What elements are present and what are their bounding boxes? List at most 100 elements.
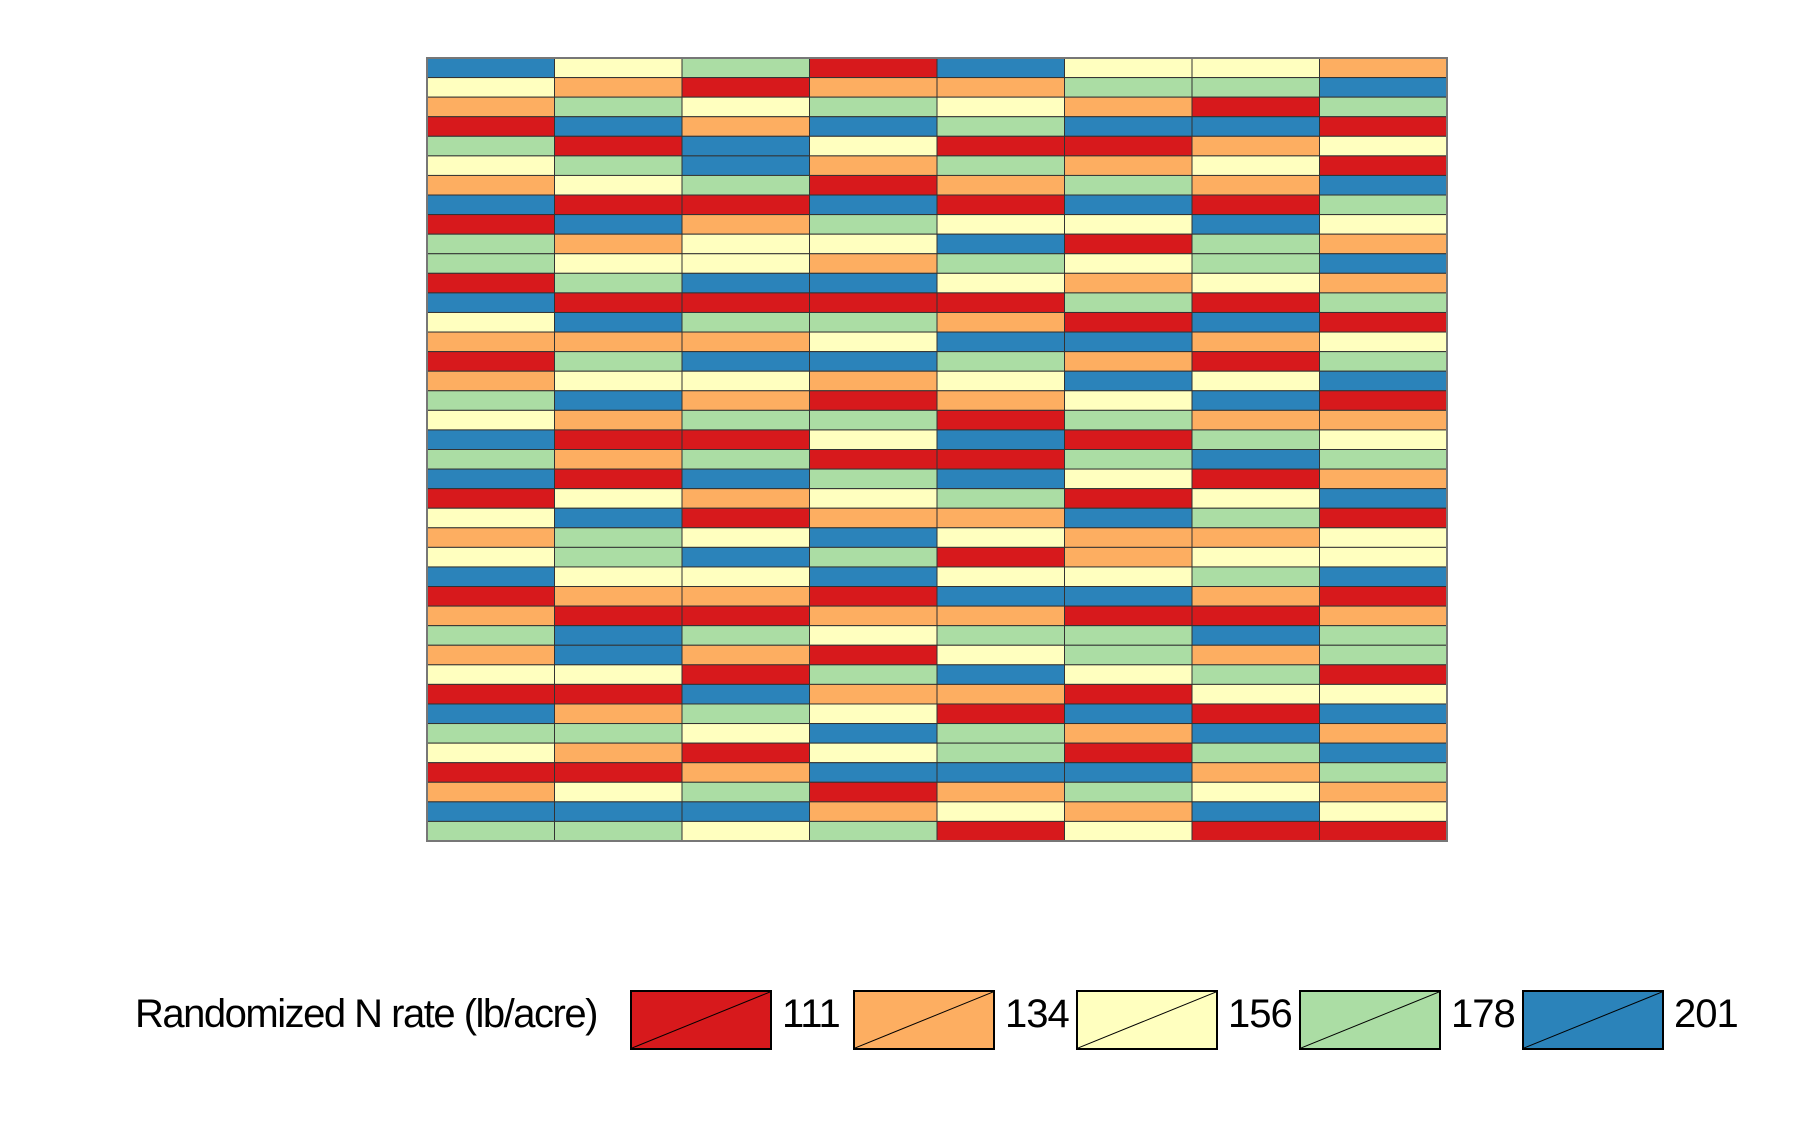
plot-cell <box>681 96 810 118</box>
plot-cell <box>554 116 683 137</box>
plot-cell <box>1064 292 1193 313</box>
plot-cell <box>554 174 683 196</box>
plot-cell <box>1064 194 1193 216</box>
plot-cell <box>1191 96 1320 118</box>
plot-cell <box>809 664 938 685</box>
plot-cell <box>1319 507 1448 529</box>
plot-cell <box>936 449 1065 470</box>
plot-cell <box>936 135 1065 157</box>
plot-cell <box>936 507 1065 529</box>
plot-cell <box>936 781 1065 803</box>
plot-cell <box>936 155 1065 176</box>
plot-cell <box>554 214 683 235</box>
plot-cell <box>1319 625 1448 646</box>
plot-cell <box>1319 683 1448 705</box>
plot-cell <box>426 566 555 588</box>
plot-cell <box>1064 703 1193 725</box>
plot-cell <box>936 214 1065 235</box>
plot-cell <box>1191 77 1320 98</box>
plot-cell <box>936 253 1065 274</box>
plot-cell <box>554 625 683 646</box>
plot-cell <box>681 233 810 255</box>
plot-cell <box>681 174 810 196</box>
plot-cell <box>554 155 683 176</box>
legend-label-134: 134 <box>1005 992 1070 1036</box>
plot-cell <box>681 253 810 274</box>
plot-cell <box>681 820 810 842</box>
plot-cell <box>554 233 683 255</box>
plot-cell <box>681 742 810 764</box>
plot-cell <box>1319 801 1448 822</box>
plot-cell <box>936 194 1065 216</box>
plot-cell <box>936 77 1065 98</box>
legend-label-178: 178 <box>1451 992 1516 1036</box>
plot-cell <box>681 331 810 353</box>
plot-cell <box>426 311 555 333</box>
plot-cell <box>809 96 938 118</box>
plot-cell <box>809 820 938 842</box>
plot-cell <box>681 409 810 431</box>
plot-cell <box>426 781 555 803</box>
plot-cell <box>426 488 555 509</box>
plot-cell <box>1319 449 1448 470</box>
plot-cell <box>554 135 683 157</box>
plot-cell <box>809 311 938 333</box>
plot-cell <box>1191 566 1320 588</box>
plot-cell <box>1191 546 1320 568</box>
plot-cell <box>681 155 810 176</box>
plot-cell <box>936 703 1065 725</box>
plot-cell <box>426 683 555 705</box>
plot-cell <box>809 194 938 216</box>
plot-cell <box>554 409 683 431</box>
plot-cell <box>809 683 938 705</box>
plot-cell <box>426 801 555 822</box>
plot-cell <box>1191 527 1320 548</box>
plot-cell <box>681 429 810 450</box>
plot-cell <box>936 468 1065 490</box>
plot-cell <box>809 703 938 725</box>
plot-cell <box>426 703 555 725</box>
plot-cell <box>1191 488 1320 509</box>
plot-cell <box>1191 390 1320 411</box>
plot-cell <box>936 820 1065 842</box>
plot-cell <box>809 351 938 372</box>
plot-cell <box>1319 429 1448 450</box>
plot-cell <box>809 605 938 627</box>
plot-cell <box>809 57 938 79</box>
legend-key-178 <box>1299 990 1441 1050</box>
plot-cell <box>809 390 938 411</box>
plot-cell <box>1319 820 1448 842</box>
plot-cell <box>1319 468 1448 490</box>
plot-cell <box>1191 253 1320 274</box>
plot-cell <box>554 546 683 568</box>
plot-cell <box>1319 488 1448 509</box>
plot-cell <box>554 311 683 333</box>
plot-cell <box>1319 742 1448 764</box>
plot-cell <box>681 214 810 235</box>
plot-cell <box>809 762 938 783</box>
plot-cell <box>426 586 555 607</box>
plot-cell <box>681 468 810 490</box>
plot-cell <box>1064 331 1193 353</box>
plot-cell <box>1064 820 1193 842</box>
plot-cell <box>809 214 938 235</box>
plot-cell <box>681 292 810 313</box>
plot-cell <box>426 429 555 450</box>
plot-cell <box>681 507 810 529</box>
plot-cell <box>681 664 810 685</box>
plot-cell <box>809 116 938 137</box>
plot-cell <box>1191 155 1320 176</box>
plot-cell <box>1191 116 1320 137</box>
plot-cell <box>554 253 683 274</box>
plot-cell <box>1064 781 1193 803</box>
plot-cell <box>1319 546 1448 568</box>
plot-cell <box>426 214 555 235</box>
plot-cell <box>936 605 1065 627</box>
plot-cell <box>936 527 1065 548</box>
plot-cell <box>1319 605 1448 627</box>
plot-cell <box>1191 742 1320 764</box>
plot-cell <box>1064 723 1193 744</box>
plot-cell <box>554 527 683 548</box>
plot-cell <box>426 820 555 842</box>
